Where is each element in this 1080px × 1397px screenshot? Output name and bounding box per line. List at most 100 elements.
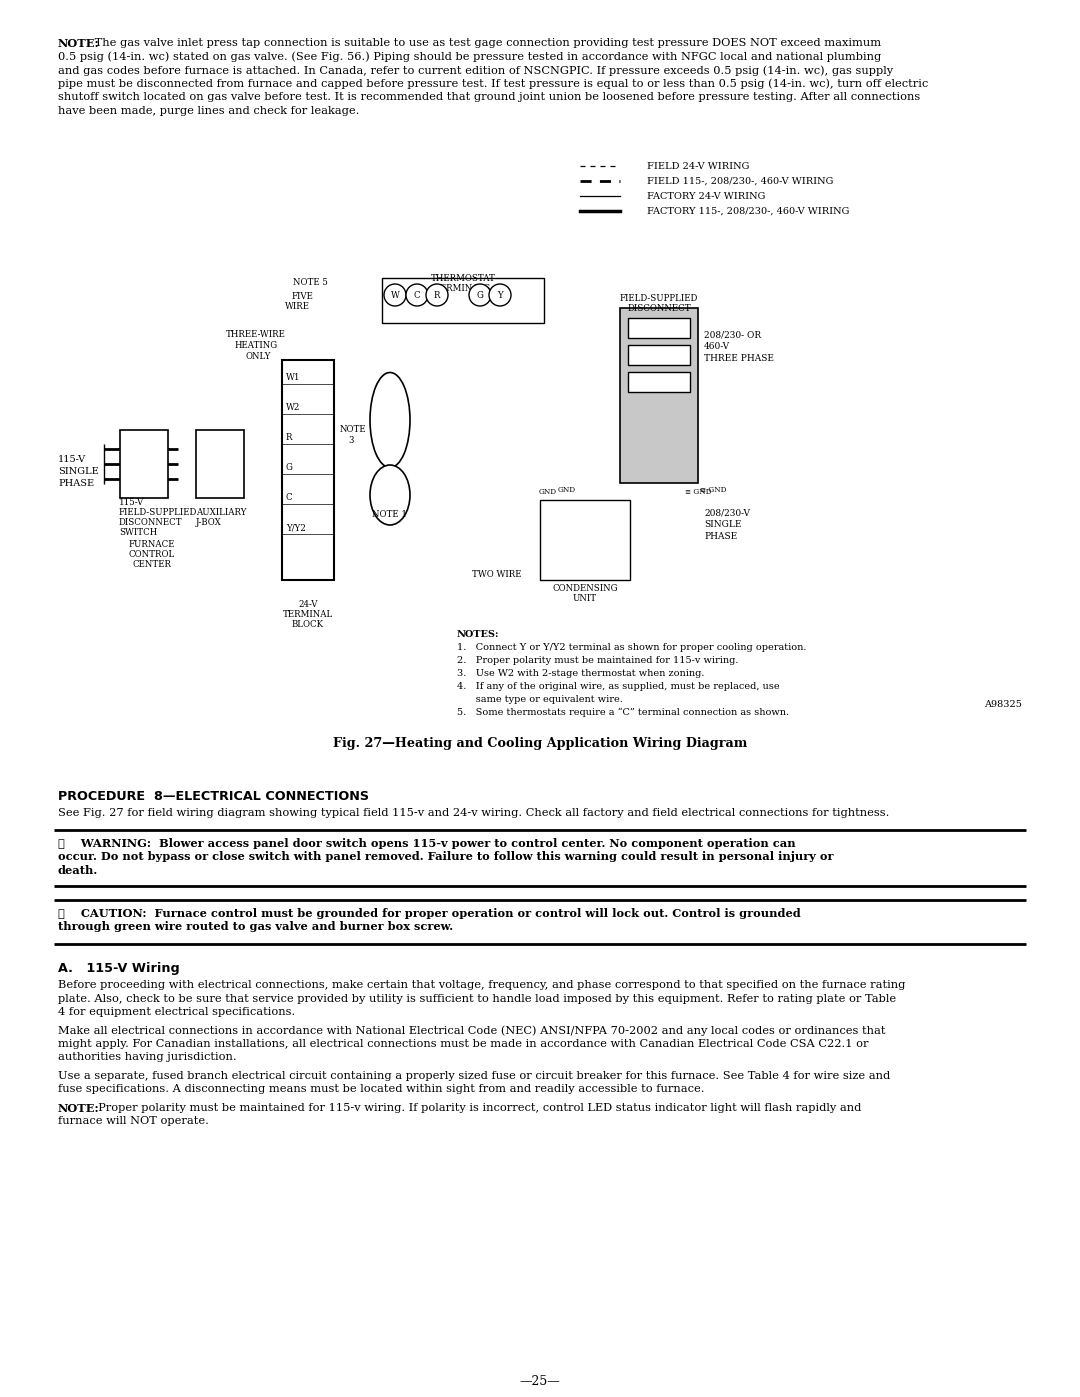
Text: fuse specifications. A disconnecting means must be located within sight from and: fuse specifications. A disconnecting mea…	[58, 1084, 704, 1094]
Text: FACTORY 115-, 208/230-, 460-V WIRING: FACTORY 115-, 208/230-, 460-V WIRING	[647, 207, 849, 217]
Text: PHASE: PHASE	[704, 532, 738, 541]
Text: GND: GND	[558, 486, 576, 495]
Text: BLOCK: BLOCK	[292, 620, 324, 629]
Text: FIELD-SUPPLIED: FIELD-SUPPLIED	[119, 509, 198, 517]
Text: —25—: —25—	[519, 1375, 561, 1389]
Text: THERMOSTAT: THERMOSTAT	[431, 274, 496, 284]
FancyBboxPatch shape	[382, 278, 544, 323]
Text: 0.5 psig (14-in. wc) stated on gas valve. (See Fig. 56.) Piping should be pressu: 0.5 psig (14-in. wc) stated on gas valve…	[58, 52, 881, 61]
Text: TWO WIRE: TWO WIRE	[472, 570, 522, 578]
Text: TERMINAL: TERMINAL	[283, 610, 333, 619]
Text: HEATING: HEATING	[235, 341, 279, 351]
FancyBboxPatch shape	[120, 430, 168, 497]
Text: 208/230- OR: 208/230- OR	[704, 330, 761, 339]
Text: Before proceeding with electrical connections, make certain that voltage, freque: Before proceeding with electrical connec…	[58, 981, 905, 990]
Text: PHASE: PHASE	[58, 479, 94, 488]
Text: pipe must be disconnected from furnace and capped before pressure test. If test : pipe must be disconnected from furnace a…	[58, 78, 928, 89]
Text: R: R	[286, 433, 293, 443]
Text: NOTE 1: NOTE 1	[373, 510, 407, 520]
Text: 115-V: 115-V	[119, 497, 145, 507]
Text: G: G	[476, 291, 484, 299]
Text: THREE-WIRE: THREE-WIRE	[226, 330, 286, 339]
Text: and gas codes before furnace is attached. In Canada, refer to current edition of: and gas codes before furnace is attached…	[58, 66, 893, 75]
FancyBboxPatch shape	[620, 307, 698, 483]
Text: ≡ GND: ≡ GND	[700, 486, 727, 495]
Text: A.   115-V Wiring: A. 115-V Wiring	[58, 963, 179, 975]
Text: R: R	[434, 291, 441, 299]
Text: 1.   Connect Y or Y/Y2 terminal as shown for proper cooling operation.: 1. Connect Y or Y/Y2 terminal as shown f…	[457, 643, 807, 652]
Text: NOTES:: NOTES:	[457, 630, 499, 638]
Circle shape	[384, 284, 406, 306]
Circle shape	[489, 284, 511, 306]
Text: CONDENSING: CONDENSING	[552, 584, 618, 592]
FancyBboxPatch shape	[540, 500, 630, 580]
Text: DISCONNECT: DISCONNECT	[627, 305, 691, 313]
Text: SINGLE: SINGLE	[58, 467, 98, 476]
Text: 4 for equipment electrical specifications.: 4 for equipment electrical specification…	[58, 1007, 295, 1017]
Text: death.: death.	[58, 865, 98, 876]
Text: C: C	[286, 493, 293, 503]
Text: plate. Also, check to be sure that service provided by utility is sufficient to : plate. Also, check to be sure that servi…	[58, 993, 896, 1003]
Text: 208/230-V: 208/230-V	[704, 509, 750, 517]
Text: NOTE: NOTE	[340, 425, 366, 434]
Ellipse shape	[370, 373, 410, 468]
Text: WIRE: WIRE	[285, 302, 310, 312]
FancyBboxPatch shape	[627, 372, 690, 393]
Text: Proper polarity must be maintained for 115-v wiring. If polarity is incorrect, c: Proper polarity must be maintained for 1…	[91, 1104, 862, 1113]
Text: CENTER: CENTER	[133, 560, 172, 569]
Text: Make all electrical connections in accordance with National Electrical Code (NEC: Make all electrical connections in accor…	[58, 1025, 886, 1037]
Text: A98325: A98325	[984, 700, 1022, 710]
Text: same type or equivalent wire.: same type or equivalent wire.	[457, 694, 623, 704]
Text: authorities having jurisdiction.: authorities having jurisdiction.	[58, 1052, 237, 1063]
Text: shutoff switch located on gas valve before test. It is recommended that ground j: shutoff switch located on gas valve befo…	[58, 92, 920, 102]
Text: CONTROL: CONTROL	[129, 550, 175, 559]
Text: 4.   If any of the original wire, as supplied, must be replaced, use: 4. If any of the original wire, as suppl…	[457, 682, 780, 692]
Text: ⚠    WARNING:  Blower access panel door switch opens 115-v power to control cent: ⚠ WARNING: Blower access panel door swit…	[58, 838, 796, 849]
Text: Y/Y2: Y/Y2	[286, 524, 306, 532]
Text: ⚠    CAUTION:  Furnace control must be grounded for proper operation or control : ⚠ CAUTION: Furnace control must be groun…	[58, 908, 800, 919]
Text: occur. Do not bypass or close switch with panel removed. Failure to follow this : occur. Do not bypass or close switch wit…	[58, 852, 834, 862]
FancyBboxPatch shape	[627, 319, 690, 338]
Text: Y: Y	[497, 291, 503, 299]
Text: might apply. For Canadian installations, all electrical connections must be made: might apply. For Canadian installations,…	[58, 1039, 868, 1049]
Text: 3.   Use W2 with 2-stage thermostat when zoning.: 3. Use W2 with 2-stage thermostat when z…	[457, 669, 704, 678]
Text: J-BOX: J-BOX	[195, 518, 221, 527]
Text: 115-V: 115-V	[58, 455, 86, 464]
Text: 3: 3	[348, 436, 353, 446]
FancyBboxPatch shape	[282, 360, 334, 580]
Text: GND: GND	[539, 488, 557, 496]
Text: SINGLE: SINGLE	[704, 520, 742, 529]
Circle shape	[406, 284, 428, 306]
Text: 2.   Proper polarity must be maintained for 115-v wiring.: 2. Proper polarity must be maintained fo…	[457, 657, 739, 665]
Text: have been made, purge lines and check for leakage.: have been made, purge lines and check fo…	[58, 106, 360, 116]
FancyBboxPatch shape	[195, 430, 244, 497]
Text: W: W	[391, 291, 400, 299]
Text: ONLY: ONLY	[245, 352, 270, 360]
Text: NOTE:: NOTE:	[58, 38, 99, 49]
Text: NOTE 5: NOTE 5	[293, 278, 327, 286]
Circle shape	[426, 284, 448, 306]
Text: W1: W1	[286, 373, 300, 383]
Text: FIELD 24-V WIRING: FIELD 24-V WIRING	[647, 162, 750, 170]
Text: furnace will NOT operate.: furnace will NOT operate.	[58, 1116, 208, 1126]
Text: 460-V: 460-V	[704, 342, 730, 351]
Text: W2: W2	[286, 404, 300, 412]
Text: TERMINALS: TERMINALS	[435, 284, 491, 293]
Text: through green wire routed to gas valve and burner box screw.: through green wire routed to gas valve a…	[58, 922, 454, 933]
Text: AUXILIARY: AUXILIARY	[195, 509, 246, 517]
Text: FIELD-SUPPLIED: FIELD-SUPPLIED	[620, 293, 698, 303]
Circle shape	[469, 284, 491, 306]
Text: 5.   Some thermostats require a “C” terminal connection as shown.: 5. Some thermostats require a “C” termin…	[457, 708, 789, 717]
Text: FURNACE: FURNACE	[129, 541, 175, 549]
Text: THREE PHASE: THREE PHASE	[704, 353, 774, 363]
FancyBboxPatch shape	[627, 345, 690, 365]
Text: 24-V: 24-V	[298, 599, 318, 609]
Text: The gas valve inlet press tap connection is suitable to use as test gage connect: The gas valve inlet press tap connection…	[91, 38, 881, 47]
Text: DISCONNECT: DISCONNECT	[119, 518, 183, 527]
Text: FACTORY 24-V WIRING: FACTORY 24-V WIRING	[647, 191, 766, 201]
Text: FIELD 115-, 208/230-, 460-V WIRING: FIELD 115-, 208/230-, 460-V WIRING	[647, 177, 834, 186]
Text: FIVE: FIVE	[292, 292, 314, 300]
Text: G: G	[286, 464, 293, 472]
Text: Use a separate, fused branch electrical circuit containing a properly sized fuse: Use a separate, fused branch electrical …	[58, 1071, 890, 1081]
Text: UNIT: UNIT	[572, 594, 597, 604]
